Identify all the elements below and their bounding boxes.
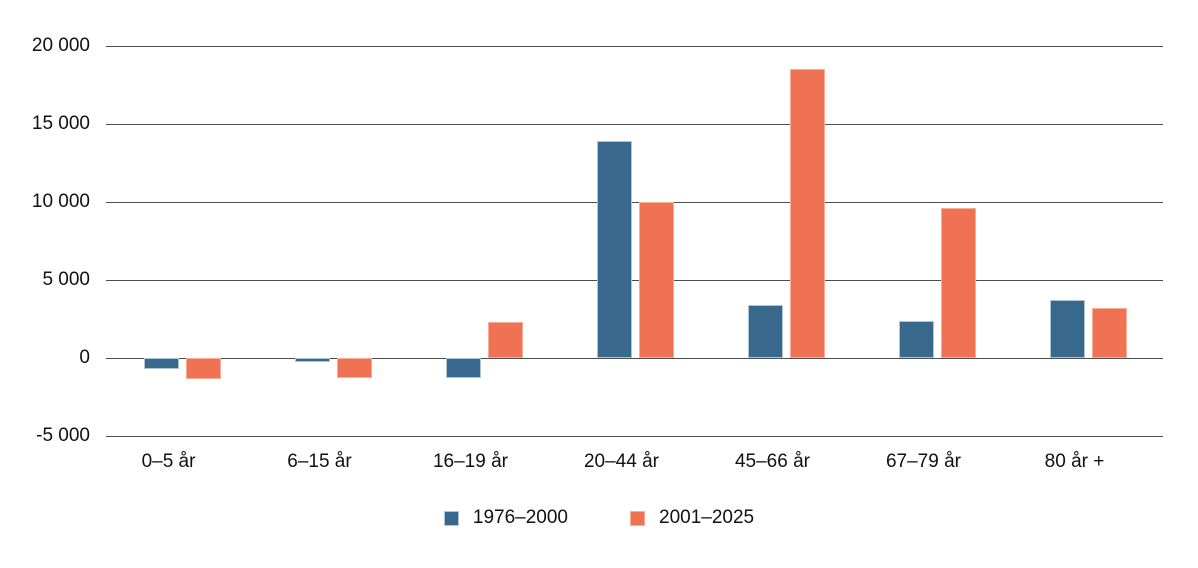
x-category-label: 20–44 år <box>583 451 659 472</box>
x-category-label: 80 år + <box>1044 451 1105 472</box>
bar-series2-cat7 <box>1091 308 1127 358</box>
y-tick-label: 0 <box>79 347 90 368</box>
x-category-label: 0–5 år <box>141 451 196 472</box>
bar-series2-cat2 <box>336 358 372 379</box>
bar-series1-cat6 <box>898 320 934 358</box>
bar-series1-cat5 <box>747 304 783 358</box>
bar-series1-cat4 <box>596 141 632 358</box>
bar-series1-cat3 <box>445 358 481 379</box>
bar-series2-cat1 <box>185 358 221 380</box>
gridline <box>106 279 1163 281</box>
y-tick-label: 15 000 <box>31 113 90 134</box>
y-tick-label: -5 000 <box>36 425 90 446</box>
x-category-label: 16–19 år <box>432 451 508 472</box>
bar-series1-cat7 <box>1049 300 1085 358</box>
gridline <box>106 123 1163 125</box>
bar-series1-cat1 <box>143 358 179 369</box>
bar-series2-cat3 <box>487 322 523 358</box>
bar-series2-cat5 <box>789 69 825 358</box>
legend-swatch-icon <box>630 510 645 526</box>
gridline <box>106 201 1163 203</box>
y-tick-label: 20 000 <box>31 35 90 56</box>
gridline <box>106 435 1163 437</box>
legend-label: 1976–2000 <box>472 507 568 528</box>
x-category-label: 45–66 år <box>734 451 810 472</box>
legend: 1976–2000 2001–2025 <box>0 507 1198 529</box>
legend-item: 1976–2000 <box>443 507 568 529</box>
bar-series1-cat2 <box>294 358 330 362</box>
y-tick-label: 10 000 <box>31 191 90 212</box>
x-category-label: 6–15 år <box>287 451 352 472</box>
gridline <box>106 357 1163 359</box>
legend-swatch-icon <box>443 510 459 526</box>
gridline <box>106 45 1163 47</box>
x-category-label: 67–79 år <box>885 451 961 472</box>
legend-label: 2001–2025 <box>659 507 755 528</box>
bar-series2-cat6 <box>940 208 976 358</box>
legend-item: 2001–2025 <box>630 507 754 529</box>
y-tick-label: 5 000 <box>42 269 90 290</box>
bar-series2-cat4 <box>638 202 674 358</box>
